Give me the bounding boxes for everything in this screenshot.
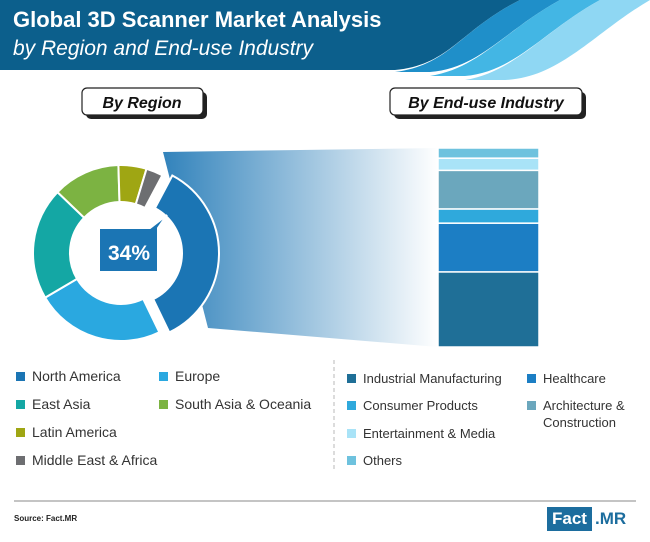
legend-swatch <box>347 429 356 438</box>
header-wave-3 <box>465 0 650 80</box>
legend-swatch <box>347 401 356 410</box>
industry-label-pill: By End-use Industry <box>389 87 586 119</box>
legend-label: Consumer Products <box>363 398 478 413</box>
connector-band <box>163 148 438 347</box>
legend-swatch <box>527 401 536 410</box>
legend-label: Europe <box>175 368 221 384</box>
legend-swatch <box>16 372 25 381</box>
industry-legend-item-architecture-construction: Architecture & Construction <box>527 397 637 431</box>
center-callout: 34% <box>98 214 168 273</box>
region-label-pill: By Region <box>81 87 207 119</box>
legend-label: Entertainment & Media <box>363 426 496 441</box>
center-value-label: 34% <box>108 242 150 265</box>
brand-logo-part2: .MR <box>594 509 627 528</box>
legend-label: North America <box>32 368 121 384</box>
brand-logo: Fact .MR <box>547 507 629 531</box>
legend-swatch <box>159 400 168 409</box>
industry-legend-item-entertainment-media: Entertainment & Media <box>347 425 495 442</box>
region-legend-item-latin-america: Latin America <box>16 424 117 441</box>
industry-chart-title: By End-use Industry <box>408 95 565 112</box>
industry-stacked-bar <box>437 147 540 348</box>
legend-swatch <box>16 400 25 409</box>
region-legend-item-south-asia-oceania: South Asia & Oceania <box>159 396 311 413</box>
stack-segment-others <box>437 147 540 159</box>
legend-swatch <box>347 374 356 383</box>
region-chart-title: By Region <box>102 95 181 112</box>
stack-segment-healthcare <box>437 222 540 273</box>
legend-label: Architecture & Construction <box>543 398 625 430</box>
region-legend-item-europe: Europe <box>159 368 220 385</box>
legend-label: Others <box>363 453 403 468</box>
industry-legend-item-industrial-manufacturing: Industrial Manufacturing <box>347 370 502 387</box>
legend-label: Middle East & Africa <box>32 452 158 468</box>
legend-label: Industrial Manufacturing <box>363 371 502 386</box>
chart-subtitle: by Region and End-use Industry <box>13 37 315 60</box>
region-donut <box>32 164 220 342</box>
legend-swatch <box>159 372 168 381</box>
source-note: Source: Fact.MR <box>14 514 78 523</box>
industry-legend-item-healthcare: Healthcare <box>527 370 606 387</box>
industry-legend-item-others: Others <box>347 452 402 469</box>
stack-segment-industrial-manufacturing <box>437 271 540 348</box>
legend-swatch <box>347 456 356 465</box>
header-wave-2 <box>430 0 600 76</box>
region-legend-item-middle-east-africa: Middle East & Africa <box>16 452 157 469</box>
stack-segment-architecture-construction <box>437 169 540 210</box>
stack-segment-entertainment-media <box>437 157 540 172</box>
legend-label: Latin America <box>32 424 117 440</box>
donut-slice-north-america <box>151 174 220 334</box>
legend-swatch <box>16 428 25 437</box>
legend-label: Healthcare <box>543 371 606 386</box>
donut-slice-middle-east-africa <box>134 167 164 210</box>
region-legend-item-north-america: North America <box>16 368 121 385</box>
industry-legend-item-consumer-products: Consumer Products <box>347 397 478 414</box>
header-wave-1 <box>395 0 560 72</box>
stack-segment-consumer-products <box>437 208 540 224</box>
region-legend-item-east-asia: East Asia <box>16 396 90 413</box>
legend-label: South Asia & Oceania <box>175 396 312 412</box>
legend-label: East Asia <box>32 396 91 412</box>
header-band <box>0 0 520 70</box>
brand-logo-part1: Fact <box>547 507 592 531</box>
legend-swatch <box>527 374 536 383</box>
legend-swatch <box>16 456 25 465</box>
chart-title: Global 3D Scanner Market Analysis <box>13 7 381 32</box>
